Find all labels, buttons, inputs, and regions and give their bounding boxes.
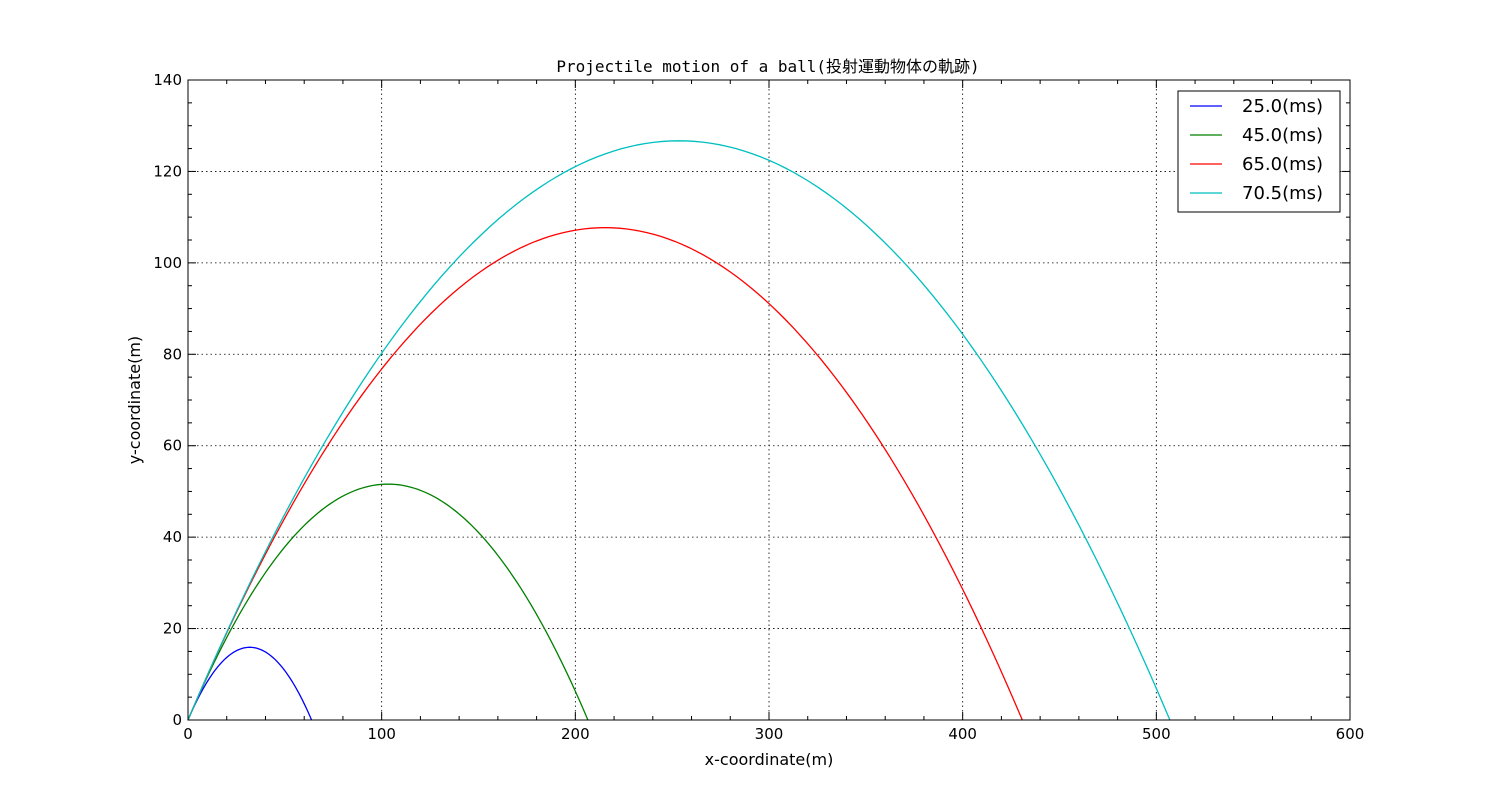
y-tick-label: 0 bbox=[172, 711, 182, 729]
y-tick-label: 80 bbox=[163, 345, 182, 363]
y-tick-label: 140 bbox=[153, 71, 182, 89]
x-tick-label: 600 bbox=[1336, 725, 1365, 743]
y-tick-label: 100 bbox=[153, 254, 182, 272]
x-axis-label: x-coordinate(m) bbox=[705, 750, 834, 769]
legend-label: 70.5(ms) bbox=[1242, 183, 1323, 204]
x-tick-label: 500 bbox=[1142, 725, 1171, 743]
legend: 25.0(ms) 45.0(ms) 65.0(ms) 70.5(ms) bbox=[1177, 90, 1341, 213]
y-tick-labels: 0 20 40 60 80 100 120 140 bbox=[153, 71, 182, 729]
x-tick-labels: 0 100 200 300 400 500 600 bbox=[183, 725, 1364, 743]
plot-frame bbox=[187, 79, 1351, 721]
legend-items: 25.0(ms) 45.0(ms) 65.0(ms) 70.5(ms) bbox=[1190, 96, 1323, 204]
x-tick-label: 0 bbox=[183, 725, 193, 743]
series-line bbox=[187, 646, 313, 721]
x-tick-label: 400 bbox=[948, 725, 977, 743]
legend-label: 25.0(ms) bbox=[1242, 96, 1323, 117]
y-tick-label: 40 bbox=[163, 528, 182, 546]
y-axis-label: y-coordinate(m) bbox=[125, 336, 144, 464]
y-tick-label: 20 bbox=[163, 620, 182, 638]
legend-label: 45.0(ms) bbox=[1242, 125, 1323, 146]
x-tick-label: 200 bbox=[561, 725, 590, 743]
grid bbox=[188, 80, 1350, 720]
x-tick-label: 300 bbox=[755, 725, 784, 743]
series-lines bbox=[187, 140, 1171, 721]
legend-label: 65.0(ms) bbox=[1242, 154, 1323, 175]
x-tick-label: 100 bbox=[367, 725, 396, 743]
y-tick-label: 60 bbox=[163, 437, 182, 455]
chart-title: Projectile motion of a ball(投射運動物体の軌跡) bbox=[556, 57, 979, 76]
series-line bbox=[187, 140, 1171, 721]
legend-frame bbox=[1177, 90, 1341, 213]
y-tick-label: 120 bbox=[153, 162, 182, 180]
series-line bbox=[187, 227, 1023, 721]
series-line bbox=[187, 483, 589, 721]
